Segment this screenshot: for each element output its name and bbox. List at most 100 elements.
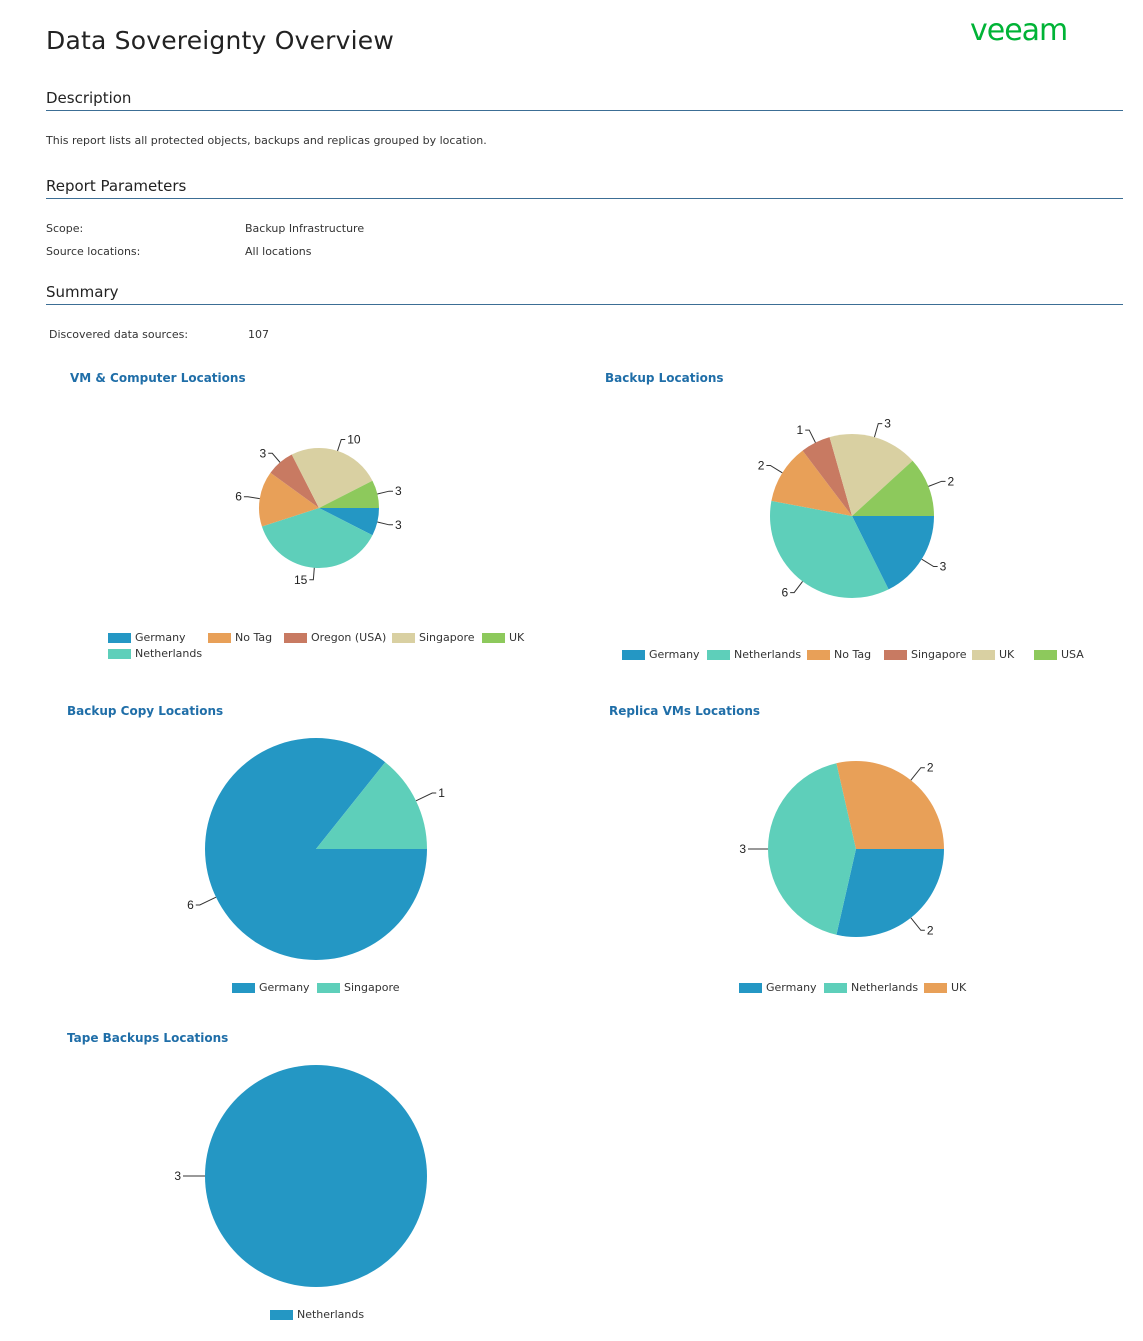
- legend-swatch: [208, 633, 231, 643]
- legend-label: Germany: [649, 648, 700, 661]
- discovered-sources-value: 107: [248, 328, 269, 341]
- pie-slice-usa: [852, 460, 934, 516]
- pie-slice-singapore: [316, 762, 427, 849]
- legend-swatch: [739, 983, 762, 993]
- data-label: 3: [940, 560, 947, 574]
- label-leader: [928, 480, 946, 487]
- data-label: 2: [758, 458, 765, 472]
- legend-label: Netherlands: [135, 647, 203, 660]
- data-label: 3: [395, 484, 402, 498]
- chart-title-backup-copy-locations: Backup Copy Locations: [67, 704, 224, 718]
- label-leader: [805, 429, 816, 443]
- label-leader: [243, 496, 260, 500]
- legend-swatch: [392, 633, 415, 643]
- legend-swatch: [707, 650, 730, 660]
- report-parameters-heading: Report Parameters: [46, 177, 187, 195]
- legend-label: Germany: [766, 981, 817, 994]
- pie-slice-no-tag: [259, 472, 319, 527]
- pie-slice-oregon-usa-: [270, 454, 319, 508]
- logo-text: veeam: [970, 13, 1067, 46]
- legend-swatch: [482, 633, 505, 643]
- legend-swatch: [108, 649, 131, 659]
- discovered-sources-label: Discovered data sources:: [49, 328, 189, 341]
- legend-label: UK: [951, 981, 967, 994]
- pie-slice-netherlands: [205, 1065, 427, 1287]
- data-label: 15: [294, 573, 308, 587]
- label-leader: [337, 439, 346, 452]
- pie-slice-netherlands: [769, 500, 889, 598]
- legend-label: UK: [999, 648, 1015, 661]
- label-leader: [309, 567, 315, 581]
- label-leader: [766, 464, 783, 474]
- description-text: This report lists all protected objects,…: [46, 134, 487, 147]
- pie-slice-uk: [319, 480, 379, 508]
- data-label: 2: [927, 923, 934, 937]
- label-leader: [873, 423, 883, 438]
- data-label: 3: [395, 518, 402, 532]
- chart-title-replica-vms-locations: Replica VMs Locations: [609, 704, 761, 718]
- label-leader: [910, 917, 925, 931]
- data-label: 1: [438, 786, 445, 800]
- legend-swatch: [108, 633, 131, 643]
- pie-slice-netherlands: [768, 763, 856, 935]
- data-label: 3: [174, 1169, 181, 1183]
- veeam-logo: veeam: [970, 12, 1090, 50]
- legend-swatch: [972, 650, 995, 660]
- divider: [46, 198, 1123, 199]
- data-label: 10: [347, 433, 361, 447]
- data-label: 3: [884, 417, 891, 431]
- pie-slice-singapore: [291, 448, 373, 508]
- veeam-logo-icon: veeam: [970, 13, 1068, 48]
- legend-swatch: [317, 983, 340, 993]
- pie-slice-germany: [852, 516, 934, 590]
- label-leader: [910, 767, 925, 781]
- legend-swatch: [924, 983, 947, 993]
- label-leader: [268, 452, 281, 463]
- divider: [46, 110, 1123, 111]
- legend-label: UK: [509, 631, 525, 644]
- legend-swatch: [884, 650, 907, 660]
- label-leader: [790, 581, 803, 594]
- legend-label: Singapore: [911, 648, 967, 661]
- legend-label: Singapore: [344, 981, 400, 994]
- legend-label: No Tag: [235, 631, 273, 644]
- scope-label: Scope:: [46, 222, 84, 235]
- page-title: Data Sovereignty Overview: [46, 26, 394, 55]
- data-label: 2: [948, 474, 955, 488]
- pie-slice-no-tag: [771, 450, 852, 516]
- data-label: 2: [927, 761, 934, 775]
- legend-label: Netherlands: [297, 1308, 365, 1321]
- data-label: 3: [260, 446, 267, 460]
- legend-swatch: [284, 633, 307, 643]
- data-label: 6: [235, 490, 242, 504]
- pie-slice-germany: [836, 849, 944, 937]
- description-heading: Description: [46, 89, 132, 107]
- pie-slice-germany: [319, 508, 379, 536]
- data-label: 6: [781, 586, 788, 600]
- pie-slice-netherlands: [261, 508, 373, 568]
- label-leader: [921, 558, 938, 568]
- source-locations-label: Source locations:: [46, 245, 141, 258]
- legend-label: Germany: [135, 631, 186, 644]
- label-leader: [377, 490, 394, 495]
- legend-swatch: [270, 1310, 293, 1320]
- data-label: 3: [739, 842, 746, 856]
- chart-title-tape-backups-locations: Tape Backups Locations: [67, 1031, 229, 1045]
- legend-label: Netherlands: [734, 648, 802, 661]
- pie-slice-singapore: [802, 437, 852, 516]
- legend-swatch: [1034, 650, 1057, 660]
- label-leader: [195, 896, 217, 906]
- legend-label: No Tag: [834, 648, 872, 661]
- chart-title-vm-computer-locations: VM & Computer Locations: [70, 371, 246, 385]
- data-label: 1: [797, 423, 804, 437]
- legend-swatch: [807, 650, 830, 660]
- pie-slice-uk: [829, 434, 913, 516]
- legend-label: Netherlands: [851, 981, 919, 994]
- data-label: 6: [187, 898, 194, 912]
- pie-slice-uk: [836, 761, 944, 849]
- divider: [46, 304, 1123, 305]
- legend-swatch: [824, 983, 847, 993]
- scope-value: Backup Infrastructure: [245, 222, 365, 235]
- legend-label: Oregon (USA): [311, 631, 387, 644]
